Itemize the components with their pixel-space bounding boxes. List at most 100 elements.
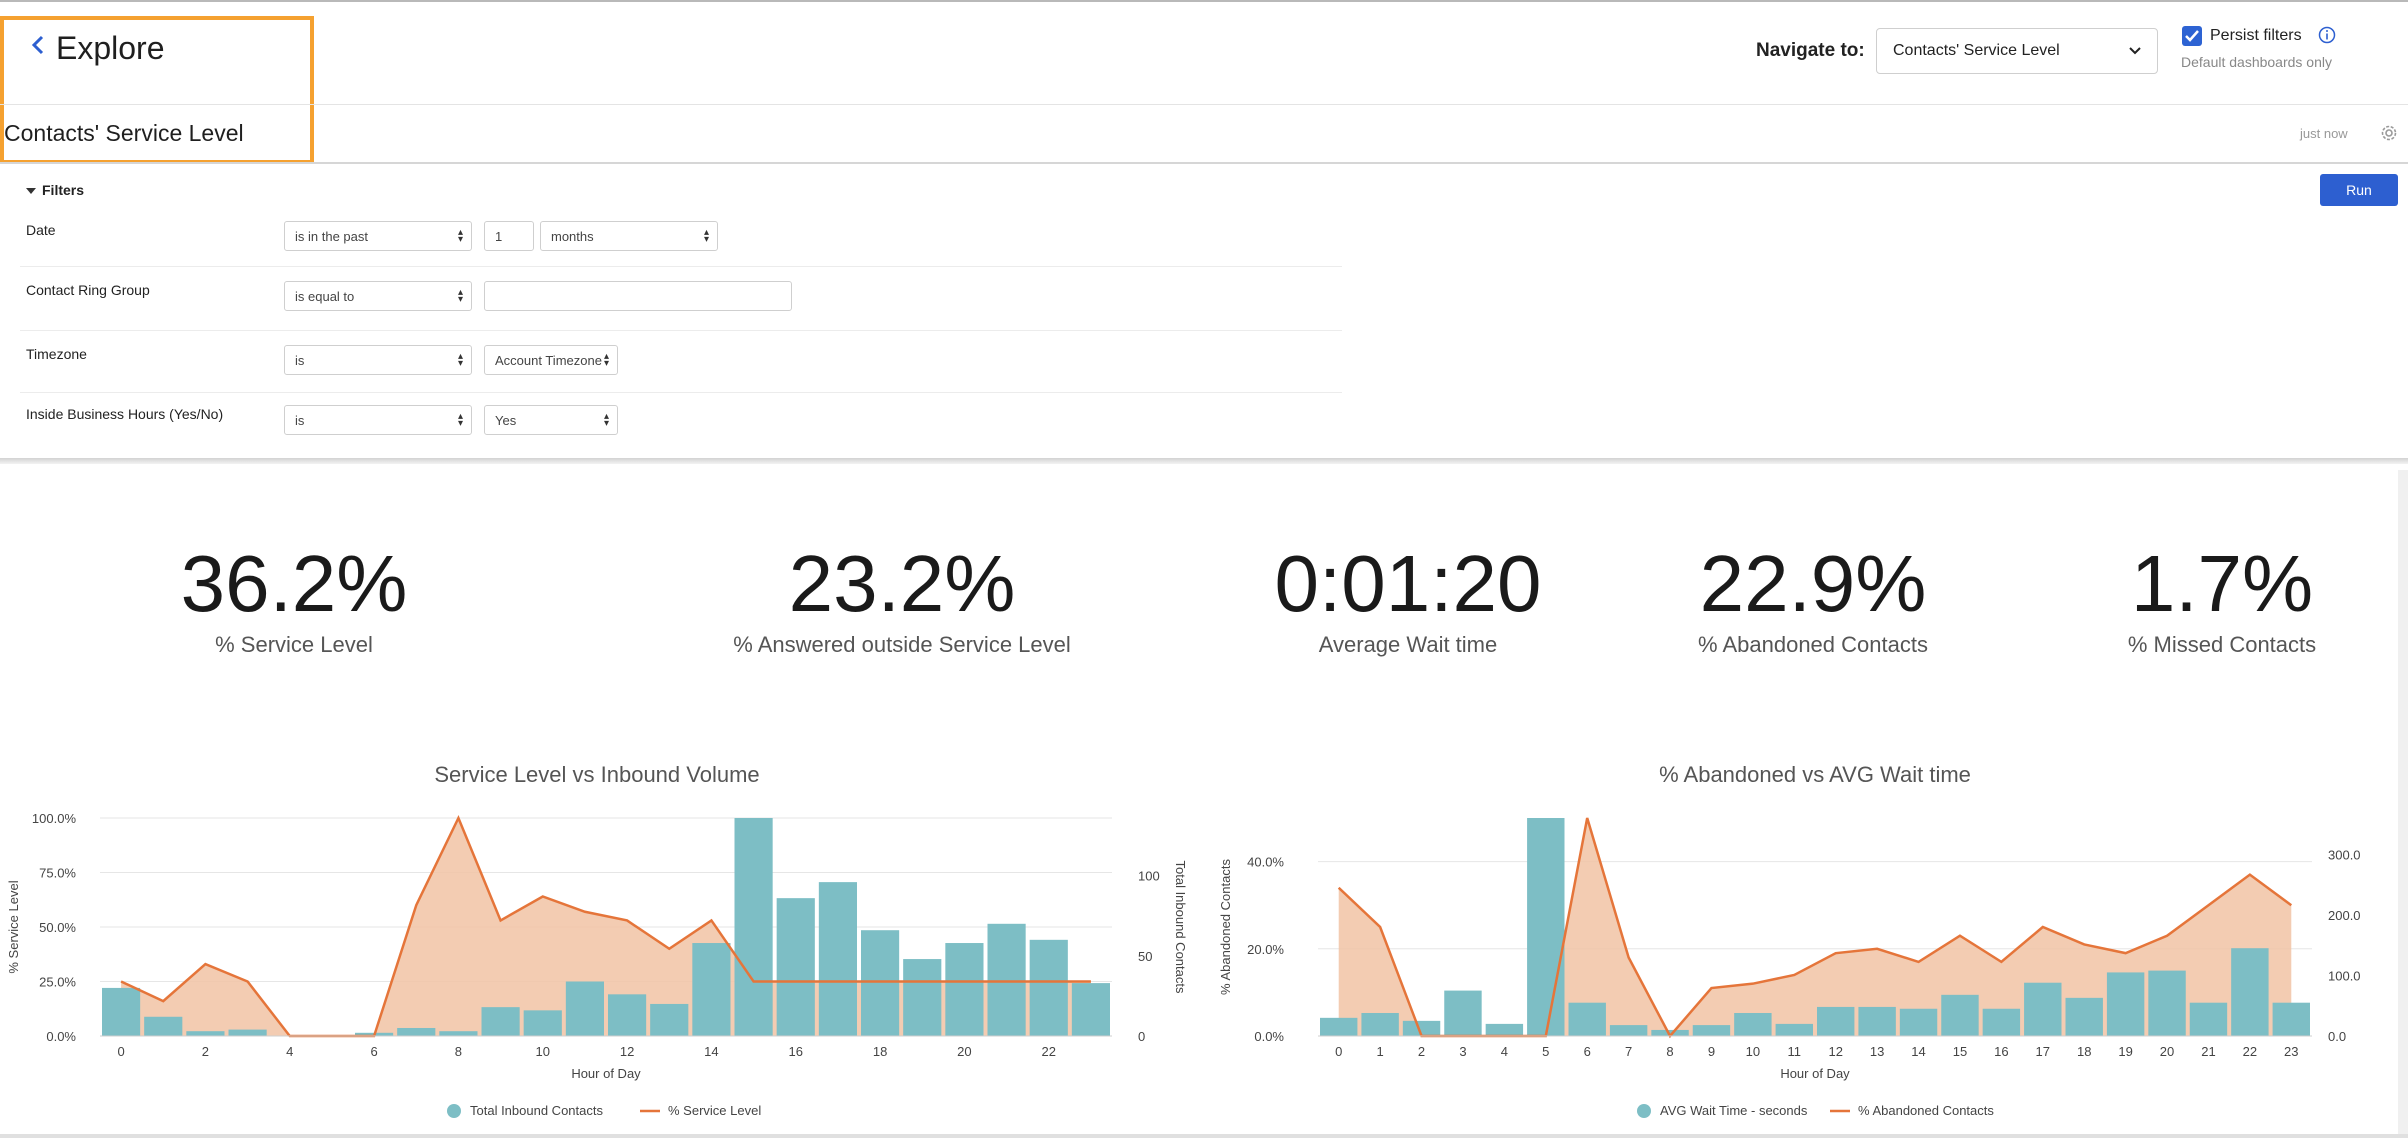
bar-mark bbox=[776, 898, 815, 1036]
back-chevron-icon[interactable] bbox=[28, 34, 50, 56]
bar-mark bbox=[228, 1029, 267, 1036]
gear-icon[interactable] bbox=[2378, 122, 2400, 144]
info-icon[interactable] bbox=[2318, 26, 2336, 44]
filter-operator-value: is bbox=[295, 353, 305, 368]
kpi-answered-outside-label: % Answered outside Service Level bbox=[733, 632, 1071, 657]
filter-divider bbox=[20, 266, 1342, 267]
persist-filters-checkbox[interactable] bbox=[2182, 26, 2202, 46]
explore-back-link[interactable]: Explore bbox=[56, 30, 165, 66]
bar-mark bbox=[1361, 1012, 1399, 1036]
legend-bar-swatch bbox=[447, 1104, 461, 1118]
bar-mark bbox=[987, 923, 1026, 1036]
x-tick-label: 3 bbox=[1459, 1044, 1466, 1059]
legend-bar-label: AVG Wait Time - seconds bbox=[1660, 1103, 1808, 1118]
x-tick-label: 8 bbox=[1666, 1044, 1673, 1059]
bar-mark bbox=[1692, 1025, 1731, 1036]
chart-title-service-level: Service Level vs Inbound Volume bbox=[434, 762, 760, 787]
bar-mark bbox=[2106, 972, 2145, 1036]
x-tick-label: 12 bbox=[1828, 1044, 1842, 1059]
bar-mark bbox=[650, 1003, 689, 1036]
filter-value: Yes bbox=[495, 413, 517, 428]
bar-mark bbox=[1817, 1006, 1855, 1036]
bar-mark bbox=[523, 1010, 562, 1036]
bar-mark bbox=[481, 1007, 520, 1036]
x-tick-label: 13 bbox=[1870, 1044, 1884, 1059]
filter-row-ring-group: Contact Ring Group is equal to ▴ ▾ bbox=[0, 270, 1342, 334]
select-arrows-icon: ▴ ▾ bbox=[457, 227, 463, 245]
y-tick-left-label: 100.0% bbox=[32, 811, 77, 826]
kpi-missed-label: % Missed Contacts bbox=[2127, 632, 2317, 657]
y-tick-right-label: 50 bbox=[1138, 949, 1152, 964]
kpi-abandoned-label: % Abandoned Contacts bbox=[1698, 632, 1928, 657]
x-tick-label: 16 bbox=[1994, 1044, 2008, 1059]
bar-mark bbox=[1734, 1012, 1772, 1036]
kpi-average-wait-label: Average Wait time bbox=[1318, 632, 1498, 657]
x-tick-label: 1 bbox=[1377, 1044, 1384, 1059]
filter-unit-select[interactable]: months ▴ ▾ bbox=[540, 221, 718, 251]
x-tick-label: 14 bbox=[1911, 1044, 1925, 1059]
x-tick-label: 23 bbox=[2284, 1044, 2298, 1059]
y-tick-right-label: 0.0 bbox=[2328, 1029, 2346, 1044]
bar-mark bbox=[102, 987, 141, 1036]
persist-filters-hint: Default dashboards only bbox=[2181, 54, 2332, 70]
business-hours-select[interactable]: Yes ▴ ▾ bbox=[484, 405, 618, 435]
page-scrollbar[interactable] bbox=[2398, 470, 2408, 1138]
navigate-to-select[interactable]: Contacts' Service Level bbox=[1876, 28, 2158, 74]
y-tick-right-label: 200.0 bbox=[2328, 908, 2361, 923]
x-tick-label: 18 bbox=[873, 1044, 887, 1059]
bar-mark bbox=[1982, 1008, 2021, 1036]
x-tick-label: 12 bbox=[620, 1044, 634, 1059]
bar-mark bbox=[1858, 1006, 1896, 1036]
filter-value: 1 bbox=[495, 229, 503, 244]
y-tick-left-label: 20.0% bbox=[1247, 942, 1284, 957]
bar-mark bbox=[945, 943, 984, 1036]
filter-label: Inside Business Hours (Yes/No) bbox=[26, 406, 224, 422]
x-tick-label: 2 bbox=[202, 1044, 209, 1059]
x-tick-label: 11 bbox=[1788, 1044, 1802, 1059]
x-axis-title: Hour of Day bbox=[1780, 1066, 1850, 1081]
y-tick-left-label: 40.0% bbox=[1247, 855, 1284, 870]
x-tick-label: 6 bbox=[1584, 1044, 1591, 1059]
timezone-select[interactable]: Account Timezone ▴ ▾ bbox=[484, 345, 618, 375]
x-tick-label: 5 bbox=[1542, 1044, 1549, 1059]
filter-value-input[interactable]: 1 bbox=[484, 221, 534, 251]
select-arrows-icon: ▴ ▾ bbox=[603, 411, 609, 429]
y-axis-title-left: % Abandoned Contacts bbox=[1218, 859, 1233, 995]
area-fill--abandoned-contacts bbox=[1338, 818, 2292, 1036]
filter-label: Timezone bbox=[26, 346, 87, 362]
bar-mark bbox=[1899, 1008, 1938, 1036]
filter-operator-value: is in the past bbox=[295, 229, 368, 244]
caret-down-icon[interactable] bbox=[26, 186, 36, 196]
bar-mark bbox=[2148, 970, 2186, 1036]
filter-label: Contact Ring Group bbox=[26, 282, 150, 298]
bar-mark bbox=[692, 943, 731, 1036]
y-axis-title-left: % Service Level bbox=[6, 880, 21, 973]
bar-mark bbox=[1651, 1029, 1689, 1036]
run-button[interactable]: Run bbox=[2320, 174, 2398, 206]
filter-row-timezone: Timezone is ▴ ▾ Account Timezone ▴ ▾ bbox=[0, 334, 1342, 394]
x-tick-label: 7 bbox=[1625, 1044, 1632, 1059]
x-tick-label: 9 bbox=[1708, 1044, 1715, 1059]
filters-toggle[interactable]: Filters bbox=[42, 182, 85, 198]
x-tick-label: 4 bbox=[286, 1044, 293, 1059]
checkmark-icon bbox=[2185, 30, 2199, 42]
select-arrows-icon: ▴ ▾ bbox=[703, 227, 709, 245]
y-tick-left-label: 0.0% bbox=[46, 1029, 76, 1044]
header-divider bbox=[0, 104, 2408, 105]
bar-mark bbox=[1775, 1023, 1813, 1036]
navigate-to-label: Navigate to: bbox=[1756, 40, 1865, 61]
legend-bar-swatch bbox=[1637, 1104, 1651, 1118]
filter-divider bbox=[20, 330, 1342, 331]
filter-operator-select[interactable]: is in the past ▴ ▾ bbox=[284, 221, 472, 251]
x-tick-label: 20 bbox=[2160, 1044, 2174, 1059]
y-tick-left-label: 0.0% bbox=[1254, 1029, 1284, 1044]
ring-group-text-input[interactable] bbox=[484, 281, 792, 311]
filter-operator-select[interactable]: is ▴ ▾ bbox=[284, 345, 472, 375]
filter-row-business-hours: Inside Business Hours (Yes/No) is ▴ ▾ Yes… bbox=[0, 394, 1340, 454]
persist-filters-label: Persist filters bbox=[2210, 27, 2302, 44]
filter-operator-select[interactable]: is equal to ▴ ▾ bbox=[284, 281, 472, 311]
filter-operator-select[interactable]: is ▴ ▾ bbox=[284, 405, 472, 435]
x-tick-label: 6 bbox=[370, 1044, 377, 1059]
bar-mark bbox=[1444, 990, 1482, 1036]
x-tick-label: 17 bbox=[2036, 1044, 2050, 1059]
